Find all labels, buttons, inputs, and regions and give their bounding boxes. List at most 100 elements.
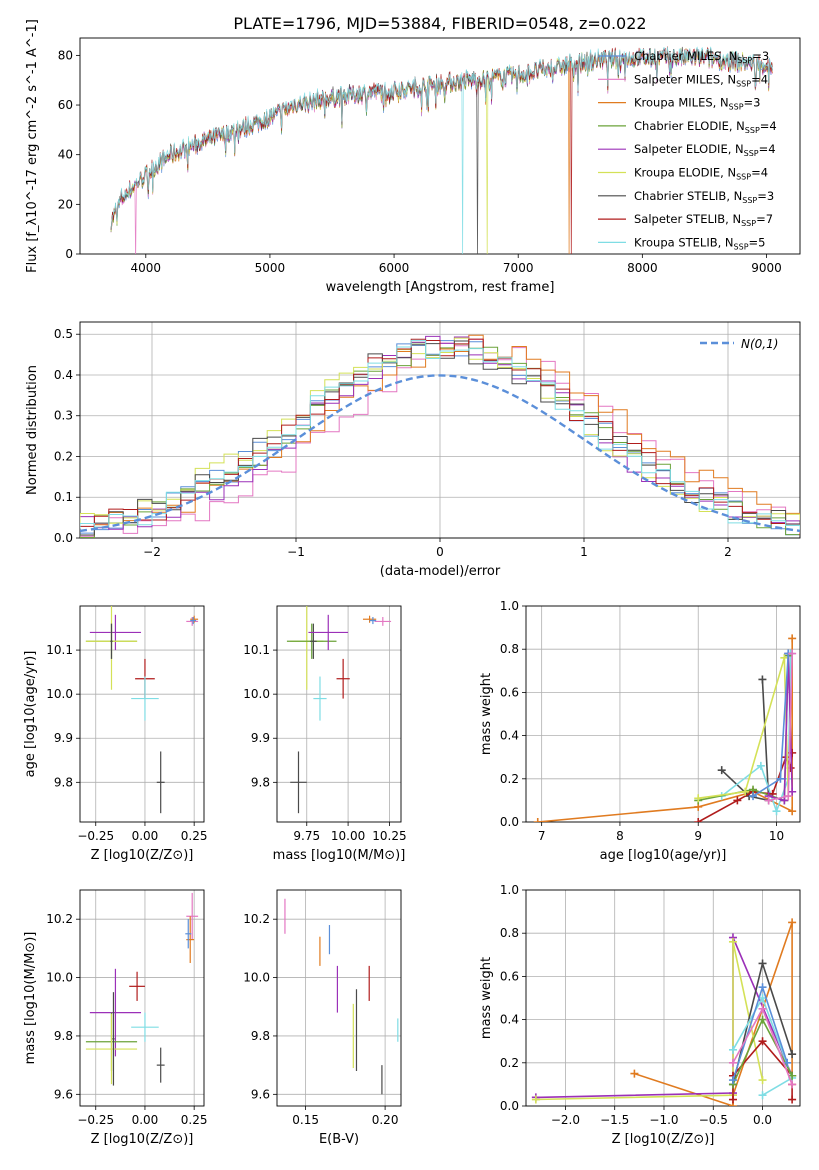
mass-weight-vs-Z-ytick-label: 1.0 [500, 883, 519, 897]
mass-vs-ebv-ytick-label: 9.6 [251, 1087, 270, 1101]
mass-weight-line [537, 638, 793, 822]
mass-vs-Z-xtick-label: 0.25 [181, 1113, 208, 1127]
mass-weight-vs-age-lines [533, 634, 797, 822]
residuals-xtick-label: −2 [143, 545, 161, 559]
age-vs-Z-xtick-label: 0.00 [132, 829, 159, 843]
legend-model-name: Kroupa ELODIE, N [634, 166, 736, 180]
legend-entry-label: Salpeter STELIB, NSSP=7 [634, 212, 773, 228]
mass-weight-vs-age-ylabel: mass weight [479, 673, 494, 755]
mass-vs-Z-ytick-label: 9.6 [54, 1087, 73, 1101]
mass-weight-vs-Z-ytick-label: 0.4 [500, 1013, 519, 1027]
residuals-xtick-label: −1 [287, 545, 305, 559]
mass-weight-marker [758, 1076, 767, 1085]
mass-weight-marker [788, 1080, 797, 1089]
figure-title: PLATE=1796, MJD=53884, FIBERID=0548, z=0… [233, 14, 646, 33]
legend-entry-label: Chabrier ELODIE, NSSP=4 [634, 119, 777, 135]
mass-weight-vs-age-xtick-label: 10 [769, 829, 784, 843]
mass-weight-line [721, 653, 792, 814]
mass-weight-vs-Z-xtick-label: 0.0 [753, 1113, 772, 1127]
legend-nssp-value: =4 [759, 142, 776, 156]
mass-weight-vs-age-frame [525, 605, 801, 823]
mass-weight-marker [788, 1050, 797, 1059]
normal-legend-label: N(0,1) [741, 337, 778, 351]
legend-model-name: Salpeter MILES, N [634, 72, 736, 86]
mass-vs-Z-xlabel: Z [log10(Z/Z⊙)] [91, 1132, 194, 1147]
mass-weight-vs-Z-ytick-label: 0.2 [500, 1056, 519, 1070]
mass-weight-marker [741, 787, 750, 796]
residuals-ytick-label: 0.2 [54, 449, 73, 463]
mass-weight-marker [758, 959, 767, 968]
mass-vs-ebv-ytick-label: 10.2 [243, 912, 270, 926]
age-vs-Z-ytick-label: 9.9 [54, 731, 73, 745]
mass-weight-marker [788, 918, 797, 927]
mass-weight-marker [758, 675, 767, 684]
mass-weight-line [752, 653, 790, 797]
residuals-xtick-label: 1 [580, 545, 588, 559]
legend-model-name: Kroupa STELIB, N [634, 235, 734, 249]
legend-entry-label: Kroupa ELODIE, NSSP=4 [634, 166, 768, 182]
mass-weight-vs-Z-axes: −2.0 −1.5 −1.0 −0.5 0.0 0.0 0.2 0.4 0.6 0.8 1.0 Z [… [479, 883, 801, 1147]
mass-weight-marker [758, 983, 767, 992]
age-vs-mass-ytick-label: 9.9 [251, 731, 270, 745]
legend-nssp-value: =3 [744, 96, 761, 110]
mass-weight-marker [788, 1095, 797, 1104]
spectrum-ytick-label: 60 [58, 98, 73, 112]
mass-vs-Z-ytick-label: 9.8 [54, 1029, 73, 1043]
mass-weight-vs-age-xtick-label: 9 [694, 829, 702, 843]
mass-weight-vs-age-axes: 7 8 9 10 0.0 0.2 0.4 0.6 0.8 1.0 age [log10(age/yr… [479, 599, 801, 863]
mass-vs-ebv-axes: 0.15 0.20 9.6 9.8 10.0 10.2 E(B-V) [243, 889, 402, 1147]
spectrum-xtick-label: 9000 [751, 261, 782, 275]
age-vs-mass-xtick-label: 9.75 [293, 829, 320, 843]
age-vs-mass-ytick-label: 10.0 [243, 687, 270, 701]
mass-vs-Z-errorbars [85, 892, 199, 1086]
legend-subscript: SSP [736, 79, 751, 88]
age-vs-Z-ytick-label: 9.8 [54, 775, 73, 789]
mass-weight-vs-Z-ytick-label: 0.0 [500, 1099, 519, 1113]
legend-subscript: SSP [744, 149, 759, 158]
spectrum-xtick-label: 8000 [627, 261, 658, 275]
spectrum-lines [110, 46, 773, 254]
spectrum-frame [79, 37, 801, 255]
mass-weight-marker [728, 1045, 737, 1054]
mass-weight-vs-age-ytick-label: 1.0 [500, 599, 519, 613]
legend-nssp-value: =3 [752, 49, 769, 63]
mass-weight-marker [784, 792, 793, 801]
spectrum-xtick-label: 7000 [503, 261, 534, 275]
mass-weight-line [535, 941, 764, 1101]
spectrum-xtick-label: 4000 [131, 261, 162, 275]
mass-weight-marker [776, 774, 785, 783]
legend-nssp-value: =4 [751, 166, 768, 180]
mass-weight-marker [780, 653, 789, 662]
legend-subscript: SSP [734, 242, 749, 251]
mass-weight-vs-age-ytick-label: 0.2 [500, 772, 519, 786]
age-vs-Z-ytick-label: 10.1 [46, 643, 73, 657]
mass-weight-marker [733, 796, 742, 805]
mass-weight-vs-age-xtick-label: 8 [616, 829, 624, 843]
mass-weight-marker [728, 1095, 737, 1104]
mass-weight-marker [717, 766, 726, 775]
mass-weight-marker [728, 1076, 737, 1085]
legend-subscript: SSP [736, 173, 751, 182]
legend-entry-label: Salpeter MILES, NSSP=4 [634, 72, 768, 88]
legend-nssp-value: =3 [757, 189, 774, 203]
mass-weight-vs-Z-ytick-label: 0.6 [500, 969, 519, 983]
legend-model-name: Salpeter STELIB, N [634, 212, 741, 226]
age-vs-mass-frame [276, 605, 402, 823]
mass-weight-marker [764, 796, 773, 805]
mass-vs-ebv-ytick-label: 10.0 [243, 971, 270, 985]
mass-vs-ebv-errorbars [284, 898, 399, 1095]
spectrum-xlabel: wavelength [Angstrom, rest frame] [326, 280, 555, 295]
mass-vs-ebv-xlabel: E(B-V) [319, 1132, 359, 1147]
mass-weight-vs-age-xtick-label: 7 [538, 829, 546, 843]
spectrum-ytick-label: 80 [58, 48, 73, 62]
residuals-ylabel: Normed distribution [25, 365, 40, 495]
mass-vs-Z-ytick-label: 10.0 [46, 971, 73, 985]
residuals-xtick-label: 0 [436, 545, 444, 559]
residuals-ytick-label: 0.1 [54, 490, 73, 504]
legend-subscript: SSP [741, 219, 756, 228]
spectrum-ylabel: Flux [f_λ10^-17 erg cm^-2 s^-1 A^-1] [25, 19, 40, 273]
mass-weight-marker [788, 787, 797, 796]
mass-weight-vs-Z-xtick-label: −2.0 [551, 1113, 580, 1127]
